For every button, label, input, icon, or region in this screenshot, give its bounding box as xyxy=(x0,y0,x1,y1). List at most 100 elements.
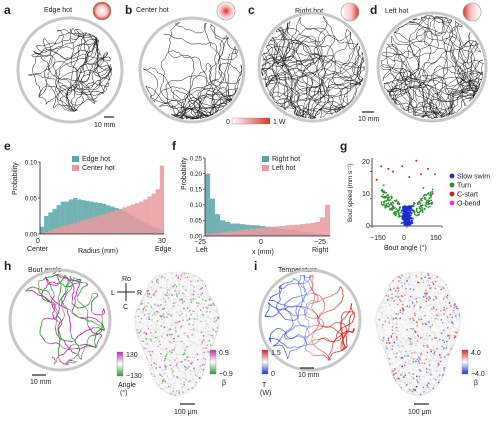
brain-i-voxel xyxy=(384,345,387,347)
brain-i-voxel xyxy=(396,296,398,298)
brain-i-voxel xyxy=(388,366,390,369)
brain-h-voxel xyxy=(214,321,216,324)
brain-scale-bar-i-label: 100 μm xyxy=(408,409,432,416)
brain-i-voxel xyxy=(444,275,446,278)
brain-h-voxel xyxy=(191,334,193,336)
brain-i-voxel xyxy=(455,331,457,333)
brain-i-voxel xyxy=(384,384,386,386)
brain-h-voxel xyxy=(161,326,163,328)
trajectory-i-segment xyxy=(318,317,323,321)
panel-e-bar-s1 xyxy=(118,208,123,234)
brain-h-voxel xyxy=(173,368,175,371)
brain-h-voxel xyxy=(134,320,136,322)
brain-h-voxel xyxy=(220,342,221,343)
brain-h-voxel xyxy=(180,326,182,328)
panel-letter-c: c xyxy=(248,3,255,17)
panel-e-bar-s1 xyxy=(151,193,156,234)
brain-h-voxel xyxy=(170,364,172,366)
legend-g-o-bend-label: O-bend xyxy=(457,201,480,208)
trajectory-i-segment xyxy=(283,343,288,349)
brain-i-voxel xyxy=(455,371,457,374)
brain-h-voxel xyxy=(151,307,154,310)
trajectory-h-segment xyxy=(39,324,43,328)
brain-i-voxel xyxy=(382,355,384,358)
trajectory-h-segment xyxy=(61,294,65,299)
trajectory-i-segment xyxy=(311,284,314,290)
brain-h-voxel xyxy=(137,315,140,317)
brain-h-voxel xyxy=(182,292,184,294)
brain-h-voxel xyxy=(174,299,176,301)
brain-h-voxel xyxy=(182,364,184,367)
brain-h-voxel xyxy=(213,337,215,339)
brain-i-voxel xyxy=(387,317,389,319)
scatter-point-slow-swim xyxy=(407,211,410,214)
panel-letter-e: e xyxy=(4,139,11,153)
panel-f-xlabel: x (mm) xyxy=(252,249,274,256)
brain-h-voxel xyxy=(193,367,195,370)
brain-i-voxel xyxy=(409,306,411,308)
brain-h-voxel xyxy=(174,332,176,334)
brain-i-voxel xyxy=(421,311,423,313)
brain-h-voxel xyxy=(172,373,174,376)
trajectory-i-segment xyxy=(316,301,319,304)
brain-h-voxel xyxy=(143,333,145,335)
trajectory-i-segment xyxy=(326,295,332,299)
brain-i-voxel xyxy=(447,353,449,356)
brain-i-voxel xyxy=(412,317,414,319)
brain-h-voxel xyxy=(172,338,175,340)
panel-f-bar-s1 xyxy=(300,224,306,236)
brain-i-voxel xyxy=(395,386,397,388)
trajectory-i-segment xyxy=(292,305,295,308)
brain-i-voxel xyxy=(401,324,404,326)
brain-i-voxel xyxy=(447,381,450,383)
scatter-point-turn xyxy=(387,202,389,205)
panel-f-bar-s1 xyxy=(240,229,246,236)
trajectory-i-segment xyxy=(332,341,335,344)
brain-i-voxel xyxy=(386,386,388,388)
scatter-point-turn xyxy=(388,205,390,208)
compass-up: Ro xyxy=(122,276,131,283)
trajectory-i-segment xyxy=(325,325,330,328)
brain-i-voxel xyxy=(413,389,415,391)
brain-i-voxel xyxy=(375,300,377,303)
brain-h-voxel xyxy=(181,272,183,274)
brain-i-voxel xyxy=(458,318,460,320)
brain-h-voxel xyxy=(148,338,151,340)
brain-i-voxel xyxy=(399,374,402,376)
brain-h-voxel xyxy=(155,363,157,366)
brain-i-voxel xyxy=(453,312,455,314)
trajectory-i-segment xyxy=(334,339,340,342)
panel-e-bar-s1 xyxy=(73,222,78,234)
trajectory-h-segment xyxy=(50,284,57,286)
brain-i-voxel xyxy=(389,300,391,302)
brain-h-voxel xyxy=(153,362,155,364)
brain-i-voxel xyxy=(404,364,406,366)
brain-h-voxel xyxy=(167,339,170,341)
trajectory-i-segment xyxy=(341,312,344,316)
brain-i-voxel xyxy=(452,376,454,378)
trajectory-i-segment xyxy=(296,302,301,307)
brain-h-voxel xyxy=(176,376,178,379)
brain-h-voxel xyxy=(182,278,184,280)
panel-e-bar-s1 xyxy=(139,201,144,234)
panel-g-xtick-n150: −150 xyxy=(370,235,386,242)
brain-i-voxel xyxy=(375,345,377,347)
trajectory-i-segment xyxy=(325,353,328,357)
brain-h-voxel xyxy=(209,298,211,300)
brain-h-voxel xyxy=(175,330,177,332)
brain-i-voxel xyxy=(462,327,463,328)
brain-h-voxel xyxy=(203,339,205,341)
panel-c-title: Right hot xyxy=(295,8,323,15)
brain-i-voxel xyxy=(381,393,384,395)
brain-h-voxel xyxy=(212,284,214,286)
trajectory-h-segment xyxy=(73,356,76,360)
brain-i-voxel xyxy=(373,331,374,332)
brain-h-voxel xyxy=(152,336,155,339)
panel-f-ytick-label: 0.00 xyxy=(190,233,203,240)
brain-i-voxel xyxy=(379,325,381,327)
brain-h-voxel xyxy=(161,332,163,334)
brain-h-voxel xyxy=(202,369,205,371)
brain-i-voxel xyxy=(402,312,404,315)
scatter-point-slow-swim xyxy=(407,220,410,223)
brain-h-voxel xyxy=(134,294,136,297)
